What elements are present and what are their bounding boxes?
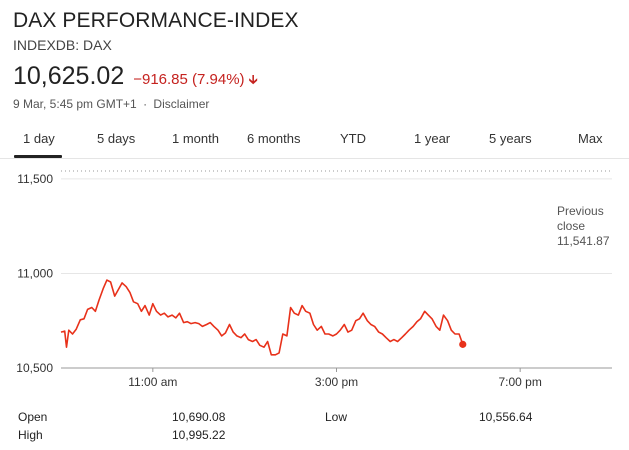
disclaimer-link[interactable]: Disclaimer <box>153 97 210 111</box>
y-tick-label: 11,000 <box>17 266 53 280</box>
tab-ytd[interactable]: YTD <box>340 131 366 146</box>
stat-high-value: 10,995.22 <box>172 428 226 442</box>
stat-high-label: High <box>18 428 43 442</box>
price-line <box>60 279 464 356</box>
tab-5-days[interactable]: 5 days <box>97 131 136 146</box>
current-price: 10,625.02 <box>13 62 125 90</box>
stat-open-label: Open <box>18 410 48 424</box>
stat-low-value: 10,556.64 <box>479 410 533 424</box>
range-tabs: 1 day 5 days 1 month 6 months YTD 1 year… <box>0 118 629 158</box>
x-tick-label: 11:00 am <box>128 375 177 389</box>
x-tick-label: 3:00 pm <box>315 375 358 389</box>
y-tick-label: 11,500 <box>17 172 53 186</box>
stock-title: DAX PERFORMANCE-INDEX <box>13 9 299 32</box>
stat-open-value: 10,690.08 <box>172 410 226 424</box>
selected-tab-indicator <box>14 155 62 158</box>
meta-separator: · <box>143 97 148 111</box>
arrow-down-icon: 🡳 <box>248 72 258 87</box>
stat-low-label: Low <box>325 410 348 424</box>
ticker-symbol: INDEXDB: DAX <box>13 37 112 53</box>
tab-1-year[interactable]: 1 year <box>414 131 451 146</box>
quote-meta: 9 Mar, 5:45 pm GMT+1 · Disclaimer <box>13 97 209 111</box>
tab-max[interactable]: Max <box>578 131 603 146</box>
tab-1-month[interactable]: 1 month <box>172 131 219 146</box>
price-chart[interactable]: 10,500 11,000 11,500 11:00 am 3:00 pm 7:00 pm… <box>0 160 629 395</box>
previous-close-label: close <box>557 219 585 233</box>
y-tick-label: 10,500 <box>16 361 53 375</box>
previous-close-value: 11,541.87 <box>557 234 610 248</box>
x-tick-label: 7:00 pm <box>498 375 541 389</box>
price-row: 10,625.02 −916.85 (7.94%) 🡳 <box>13 62 258 93</box>
tabs-divider <box>0 158 629 159</box>
previous-close-label: Previous <box>557 204 604 218</box>
last-price-dot <box>459 340 467 348</box>
tab-1-day[interactable]: 1 day <box>23 131 55 146</box>
quote-timestamp: 9 Mar, 5:45 pm GMT+1 <box>13 97 137 111</box>
tab-6-months[interactable]: 6 months <box>247 131 301 146</box>
tab-5-years[interactable]: 5 years <box>489 131 532 146</box>
price-change: −916.85 (7.94%) <box>133 71 245 88</box>
